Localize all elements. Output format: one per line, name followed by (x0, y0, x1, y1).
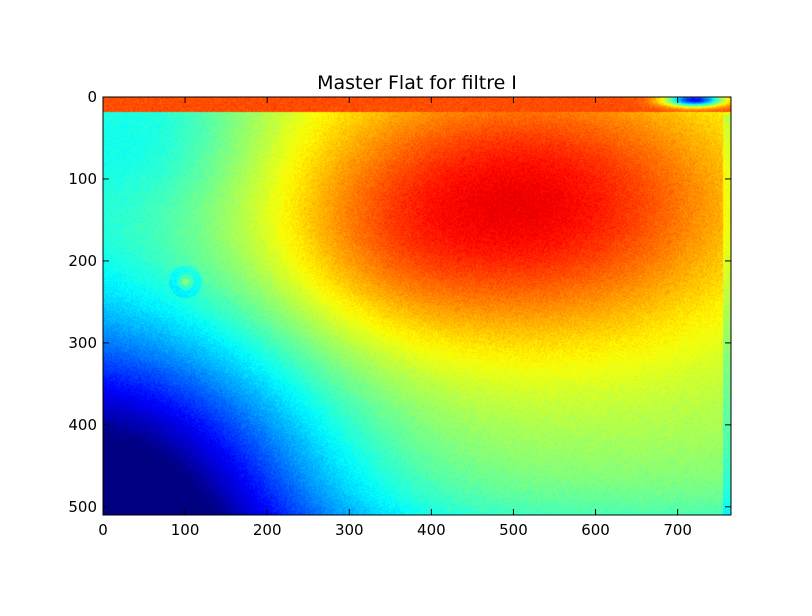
heatmap-image (103, 97, 731, 515)
y-tick-label: 300 (68, 334, 97, 352)
x-tick-label: 100 (171, 521, 200, 539)
x-tick-label: 500 (499, 521, 528, 539)
x-tick-label: 700 (663, 521, 692, 539)
x-tick-label: 600 (581, 521, 610, 539)
y-tick-label: 0 (87, 88, 97, 106)
y-tick-label: 200 (68, 252, 97, 270)
x-tick-label: 0 (98, 521, 108, 539)
x-tick-label: 400 (417, 521, 446, 539)
y-tick-label: 500 (68, 498, 97, 516)
x-tick-label: 300 (335, 521, 364, 539)
y-tick-label: 400 (68, 416, 97, 434)
x-axis-ticks: 0 100 200 300 400 500 600 700 (98, 97, 692, 539)
y-tick-label: 100 (68, 170, 97, 188)
heatmap-region (103, 97, 731, 515)
x-tick-label: 200 (253, 521, 282, 539)
plot-frame (102, 96, 732, 516)
y-axis-ticks: 0 100 200 300 400 500 (68, 88, 731, 516)
chart-title: Master Flat for filtre I (317, 72, 517, 94)
